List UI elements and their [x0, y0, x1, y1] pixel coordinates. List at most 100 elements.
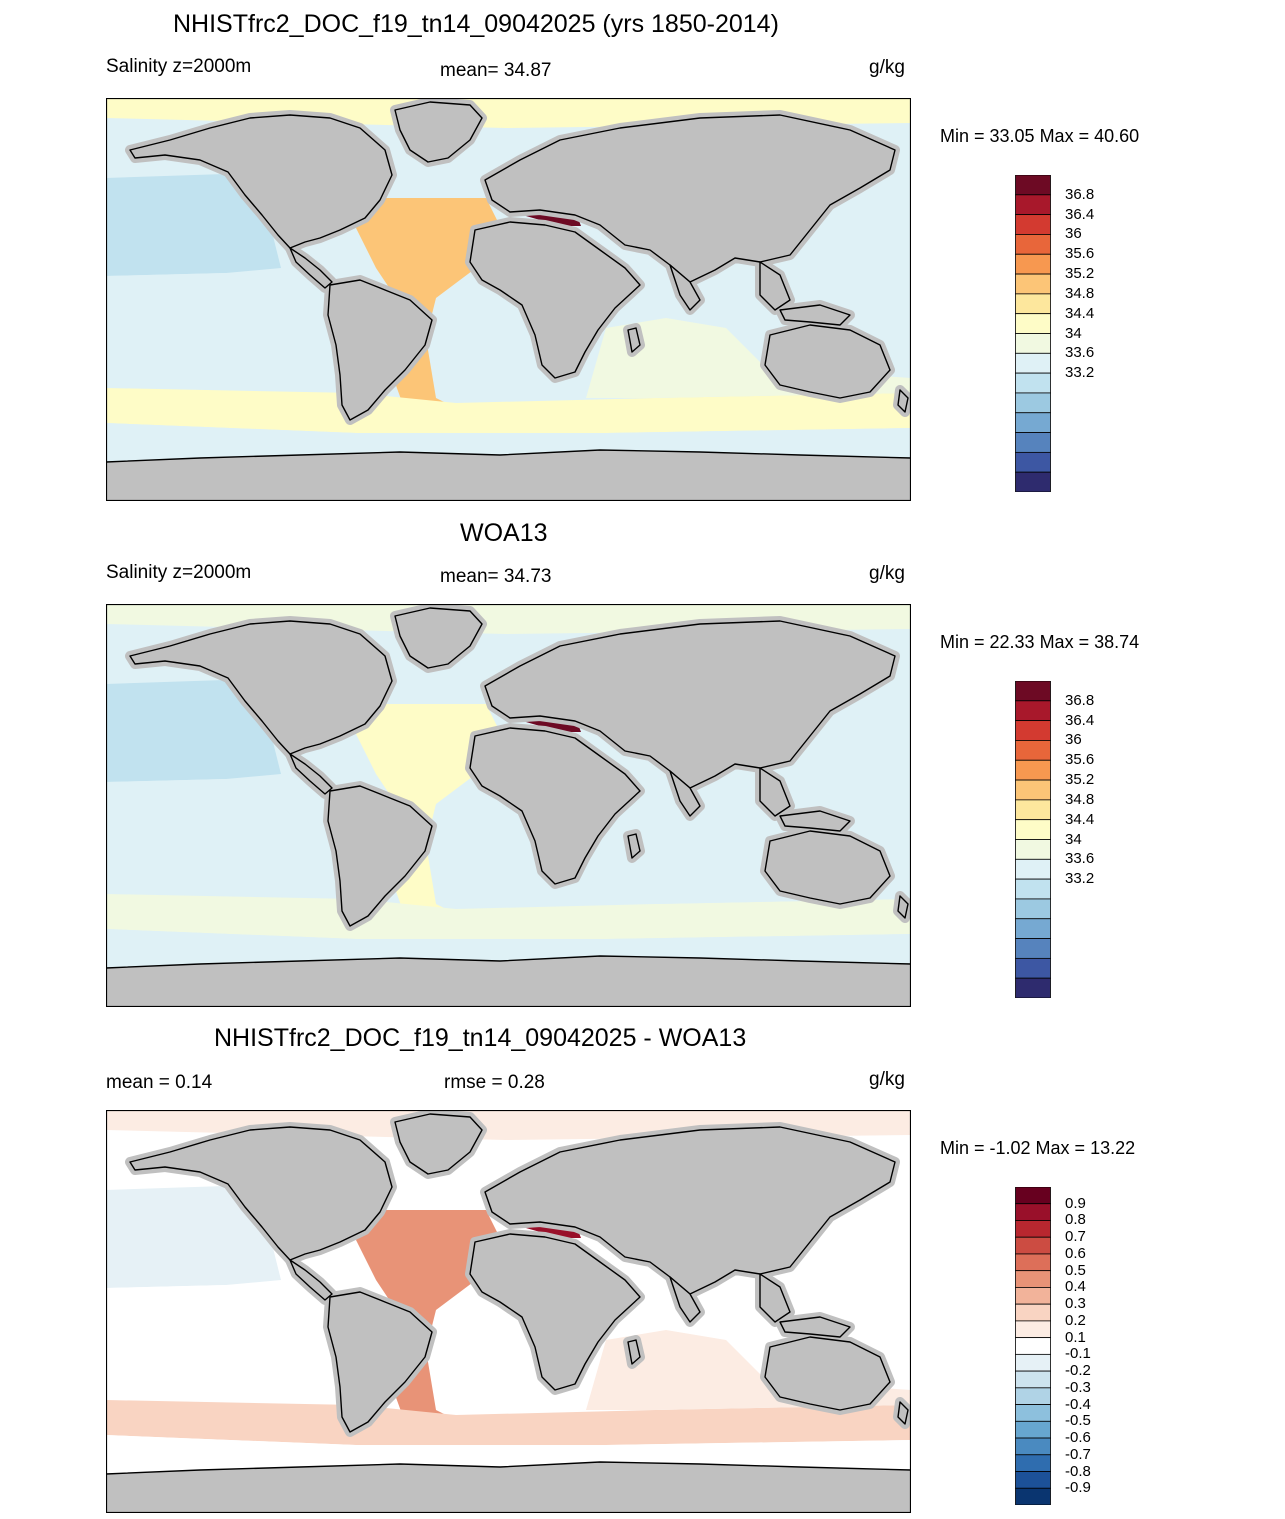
colorbar-tick-label: 0.2 [1065, 1311, 1086, 1329]
colorbar-swatch [1015, 740, 1051, 761]
colorbar-tick-label: -0.1 [1065, 1345, 1091, 1363]
colorbar-swatch [1015, 878, 1051, 900]
colorbar-swatch [1015, 412, 1051, 433]
colorbar-swatch [1015, 313, 1051, 334]
coastline-north-america [129, 620, 393, 755]
colorbar-tick-label: 33.2 [1065, 364, 1095, 382]
colorbar-swatch [1015, 1337, 1051, 1355]
colorbar-tick-label: 36 [1065, 225, 1082, 243]
colorbar-tick-label: 0.5 [1065, 1261, 1086, 1279]
coastline-north-america [129, 1126, 393, 1261]
coastline-australia [764, 1336, 891, 1411]
ocean-region-north-pacific [106, 173, 281, 276]
coastline-antarctica [105, 1461, 912, 1514]
panel-2-title: WOA13 [460, 519, 548, 547]
coastline-africa [469, 1233, 641, 1391]
colorbar-swatch [1015, 1471, 1051, 1489]
colorbar-swatch [1015, 234, 1051, 255]
ocean-region-southern-band [106, 894, 911, 939]
colorbar-swatch [1015, 898, 1051, 920]
map-frame [105, 97, 912, 502]
ocean-region-antarctic [106, 929, 911, 966]
colorbar-swatch [1015, 918, 1051, 939]
coastline-central-america [289, 247, 333, 289]
panel-3-map [105, 1109, 913, 1514]
colorbar-swatch [1015, 293, 1051, 315]
colorbar-swatch [1015, 1454, 1051, 1472]
colorbar-swatch [1015, 1487, 1051, 1505]
colorbar-tick-label: 33.2 [1065, 870, 1095, 888]
colorbar-tick-label: 0.8 [1065, 1211, 1086, 1229]
coastline-central-america [289, 1259, 333, 1301]
coastline-southeast-asia [759, 1273, 791, 1323]
map-frame [105, 603, 912, 1008]
colorbar-tick-label: 0.7 [1065, 1228, 1086, 1246]
colorbar-swatch [1015, 333, 1051, 354]
ocean-region-antarctic [106, 1435, 911, 1472]
colorbar-tick-label: -0.9 [1065, 1479, 1091, 1497]
panel-3-colorbar [1015, 1187, 1051, 1505]
map-frame [105, 1109, 912, 1514]
colorbar-tick-label: 0.6 [1065, 1244, 1086, 1262]
panel-1-mean-label: mean= 34.87 [440, 60, 552, 81]
colorbar-swatch [1015, 372, 1051, 394]
ocean-region-north-pacific [106, 1185, 281, 1288]
colorbar-tick-label: 35.2 [1065, 771, 1095, 789]
land-mask [105, 603, 913, 1008]
colorbar-swatch [1015, 253, 1051, 275]
coastline-central-america [289, 753, 333, 795]
colorbar-tick-label: 34 [1065, 324, 1082, 342]
panel-3-title: NHISTfrc2_DOC_f19_tn14_09042025 - WOA13 [214, 1024, 747, 1052]
colorbar-swatch [1015, 1203, 1051, 1221]
panel-3-units-label: g/kg [869, 1069, 905, 1090]
colorbar-tick-label: 35.2 [1065, 265, 1095, 283]
ocean-region-equatorial-pacific [106, 779, 346, 869]
coastline-north-america [129, 114, 393, 249]
ocean-region-equatorial-pacific [106, 1285, 346, 1375]
panel-1-colorbar [1015, 175, 1051, 492]
panel-2-colorbar [1015, 681, 1051, 998]
ocean-region-southern-band [106, 1400, 911, 1445]
colorbar-tick-label: 34 [1065, 830, 1082, 848]
colorbar-swatch [1015, 839, 1051, 860]
colorbar-tick-label: 0.9 [1065, 1194, 1086, 1212]
coastline-antarctica [105, 955, 912, 1008]
panel-3-minmax: Min = -1.02 Max = 13.22 [940, 1138, 1136, 1158]
world-map [105, 603, 913, 1008]
colorbar-tick-label: 0.4 [1065, 1278, 1086, 1296]
colorbar-swatch [1015, 1404, 1051, 1422]
colorbar-tick-label: 34.8 [1065, 790, 1095, 808]
colorbar-swatch [1015, 1387, 1051, 1405]
panel-2-map [105, 603, 913, 1008]
coastline-africa [469, 727, 641, 885]
colorbar-swatch [1015, 1187, 1051, 1205]
coastline-new-zealand [897, 1401, 909, 1425]
colorbar-swatch [1015, 1236, 1051, 1255]
panel-2-variable-label: Salinity z=2000m [106, 562, 252, 583]
coastline-south-america [327, 785, 433, 927]
colorbar-tick-label: 36.8 [1065, 185, 1095, 203]
panel-1-minmax: Min = 33.05 Max = 40.60 [940, 126, 1140, 146]
colorbar-swatch [1015, 779, 1051, 801]
coastline-indonesia [779, 1316, 851, 1338]
colorbar-tick-label: -0.5 [1065, 1412, 1091, 1430]
panel-2-minmax: Min = 22.33 Max = 38.74 [940, 632, 1140, 652]
colorbar-tick-label: -0.3 [1065, 1378, 1091, 1396]
land-mask [105, 97, 913, 502]
colorbar-swatch [1015, 194, 1051, 216]
colorbar-tick-label: 34.8 [1065, 284, 1095, 302]
coastline-indonesia [779, 304, 851, 326]
coastline-india [669, 264, 701, 311]
colorbar-tick-label: 33.6 [1065, 850, 1095, 868]
colorbar-tick-label: -0.2 [1065, 1362, 1091, 1380]
colorbar-swatches [1015, 1187, 1051, 1505]
coastline-australia [764, 830, 891, 905]
colorbar-swatch [1015, 1253, 1051, 1272]
coastline-africa [469, 221, 641, 379]
colorbar-swatch [1015, 1353, 1051, 1372]
colorbar-tick-label: -0.6 [1065, 1429, 1091, 1447]
coastline-new-zealand [897, 389, 909, 413]
colorbar-tick-label: 36.4 [1065, 711, 1095, 729]
colorbar-tick-label: 35.6 [1065, 245, 1095, 263]
colorbar-tick-label: 33.6 [1065, 344, 1095, 362]
